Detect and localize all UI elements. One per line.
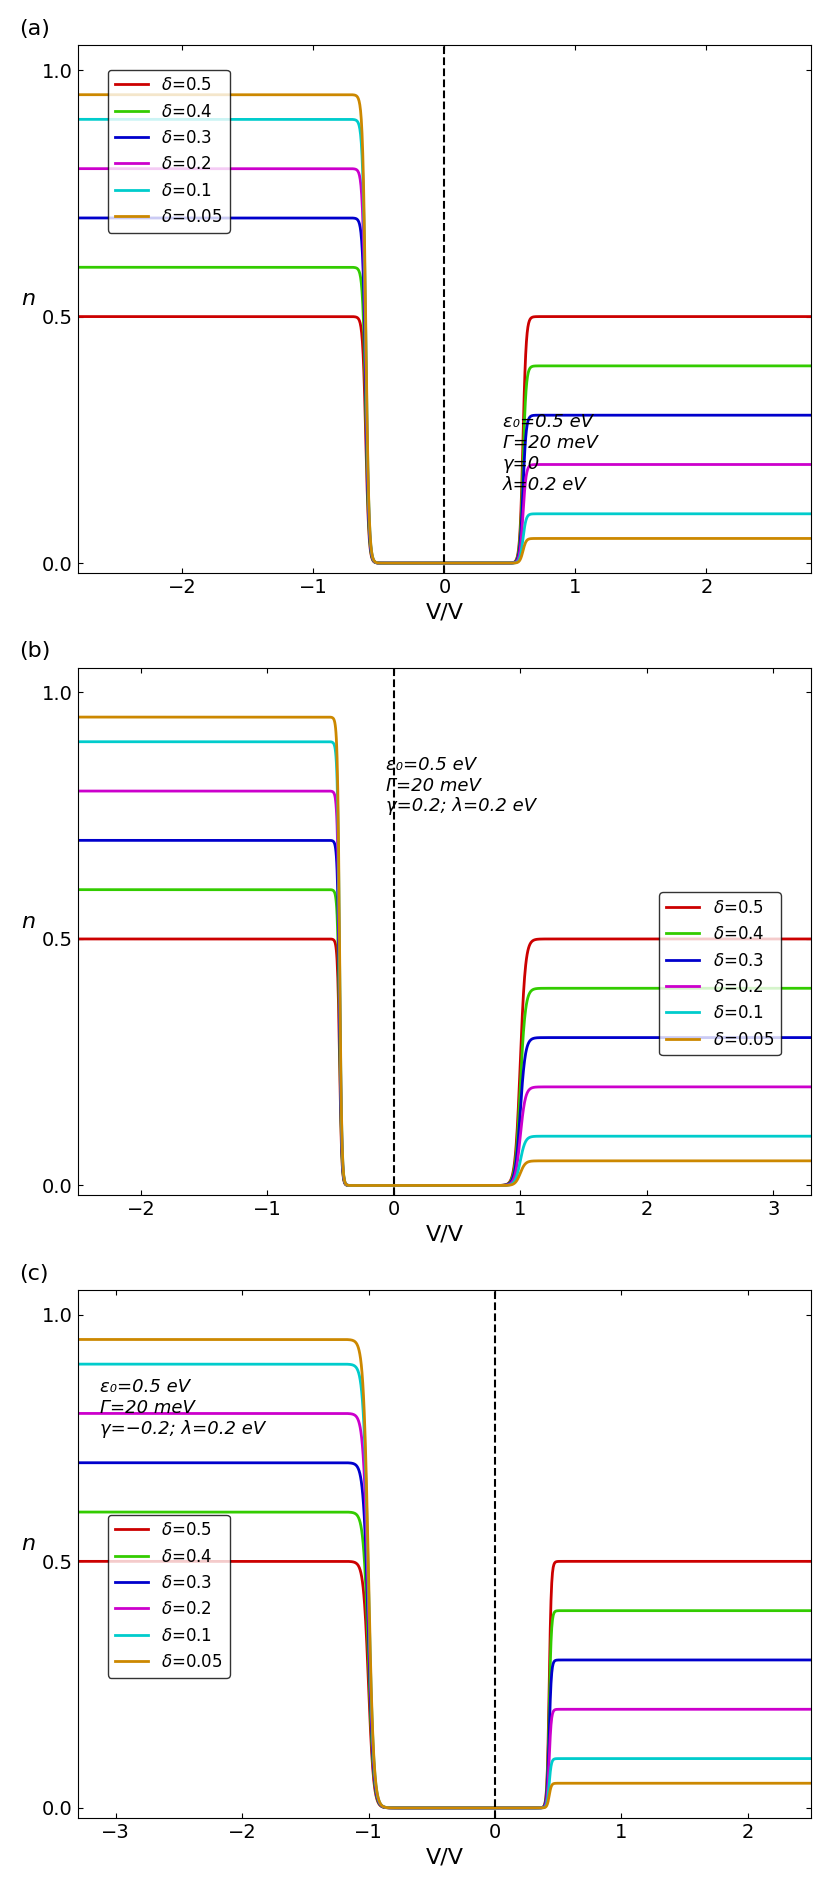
Legend: $\delta$=0.5, $\delta$=0.4, $\delta$=0.3, $\delta$=0.2, $\delta$=0.1, $\delta$=0: $\delta$=0.5, $\delta$=0.4, $\delta$=0.3… <box>659 893 780 1055</box>
Text: ε₀=0.5 eV
Γ=20 meV
γ=−0.2; λ=0.2 eV: ε₀=0.5 eV Γ=20 meV γ=−0.2; λ=0.2 eV <box>100 1378 265 1439</box>
X-axis label: V/V: V/V <box>425 1225 463 1244</box>
Text: ε₀=0.5 eV
Γ=20 meV
γ=0
λ=0.2 eV: ε₀=0.5 eV Γ=20 meV γ=0 λ=0.2 eV <box>503 413 598 495</box>
Y-axis label: n: n <box>21 912 35 931</box>
Text: (b): (b) <box>19 642 51 661</box>
Legend: $\delta$=0.5, $\delta$=0.4, $\delta$=0.3, $\delta$=0.2, $\delta$=0.1, $\delta$=0: $\delta$=0.5, $\delta$=0.4, $\delta$=0.3… <box>108 70 230 232</box>
Y-axis label: n: n <box>21 1533 35 1554</box>
Text: (a): (a) <box>19 19 50 40</box>
X-axis label: V/V: V/V <box>425 1846 463 1867</box>
X-axis label: V/V: V/V <box>425 602 463 623</box>
Legend: $\delta$=0.5, $\delta$=0.4, $\delta$=0.3, $\delta$=0.2, $\delta$=0.1, $\delta$=0: $\delta$=0.5, $\delta$=0.4, $\delta$=0.3… <box>108 1514 230 1678</box>
Y-axis label: n: n <box>21 289 35 310</box>
Text: (c): (c) <box>19 1263 48 1284</box>
Text: ε₀=0.5 eV
Γ=20 meV
γ=0.2; λ=0.2 eV: ε₀=0.5 eV Γ=20 meV γ=0.2; λ=0.2 eV <box>386 755 536 816</box>
